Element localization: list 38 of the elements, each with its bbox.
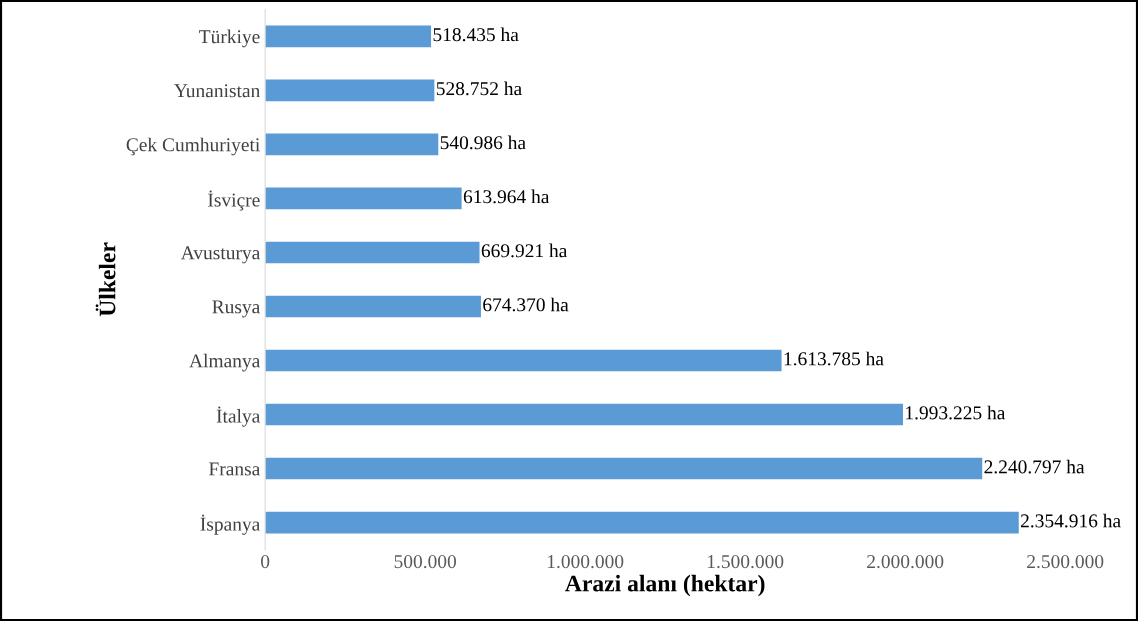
data-label: 674.370 ha [483, 297, 569, 312]
x-tick-label: 0 [261, 555, 270, 569]
bar [265, 25, 432, 48]
bar [265, 133, 439, 156]
bar [265, 349, 782, 372]
x-tick-label: 1.500.000 [707, 555, 784, 569]
data-label: 2.240.797 ha [984, 459, 1085, 474]
y-tick-label: Avusturya [180, 246, 261, 264]
y-tick-label: Çek Cumhuriyeti [126, 137, 260, 156]
x-axis-title: Arazi alanı (hektar) [565, 574, 765, 597]
y-tick-label: İtalya [216, 406, 261, 427]
bar [265, 403, 903, 426]
data-label: 1.993.225 ha [906, 405, 1006, 420]
data-label: 2.354.916 ha [1020, 513, 1121, 528]
data-label: 1.613.785 ha [784, 351, 884, 366]
y-tick-label: Rusya [212, 300, 261, 318]
bar [265, 457, 983, 480]
data-label: 518.435 ha [433, 27, 519, 42]
data-label: 528.752 ha [436, 81, 522, 96]
data-label: 613.964 ha [463, 189, 550, 204]
y-tick-label: Yunanistan [174, 84, 260, 98]
data-label: 669.921 ha [481, 243, 568, 258]
x-tick-label: 2.500.000 [1027, 555, 1104, 569]
y-tick-label: Fransa [209, 462, 261, 476]
x-tick-label: 2.000.000 [867, 555, 944, 569]
bar [265, 241, 480, 264]
y-tick-label: İspanya [200, 514, 261, 535]
bar [265, 187, 462, 210]
x-tick-label: 500.000 [394, 555, 457, 569]
x-tick-label: 1.000.000 [547, 555, 624, 569]
bar [265, 79, 435, 102]
bar [265, 295, 481, 318]
y-tick-label: Türkiye [199, 29, 260, 48]
y-axis-title: Ülkeler [95, 242, 116, 317]
y-tick-label: Almanya [189, 353, 261, 372]
bar [265, 511, 1019, 534]
y-tick-label: İsviçre [208, 190, 260, 211]
data-label: 540.986 ha [440, 135, 526, 150]
